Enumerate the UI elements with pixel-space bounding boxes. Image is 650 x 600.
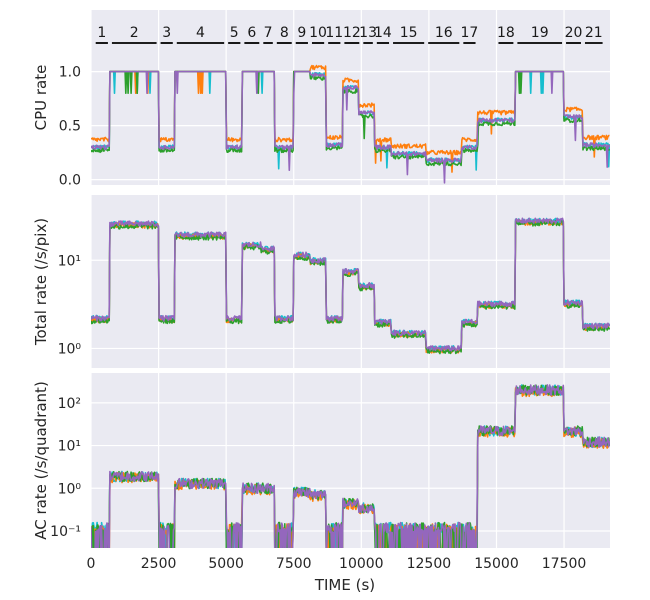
segment-label: 19 [531,25,549,41]
x-tick-label: 0 [87,556,96,572]
segment-label: 17 [461,25,479,41]
x-axis-label: TIME (s) [314,576,375,594]
y-axis-label: Total rate (/s/pix) [32,218,50,346]
segment-label: 6 [247,25,256,41]
y-tick-label: 10⁰ [58,481,82,497]
y-tick-label: 10¹ [58,439,81,455]
segment-label: 20 [565,25,583,41]
segment-label: 9 [297,25,306,41]
y-tick-label: 10² [58,396,81,412]
segment-label: 5 [230,25,239,41]
segment-label: 7 [264,25,273,41]
y-axis-label: AC rate (/s/quadrant) [32,381,50,540]
panel-total: 10⁰ 10¹ Total rate (/s/pix) [32,195,610,368]
x-tick-label: 10000 [339,556,384,572]
segment-label: 11 [325,25,343,41]
series-purple [91,217,610,352]
series-group [91,217,610,355]
y-tick-label: 10¹ [58,253,81,269]
segment-label: 15 [400,25,418,41]
x-tick-label: 15000 [474,556,519,572]
y-tick-label: 0.0 [59,173,81,189]
y-tick-label: 10⁻¹ [50,524,81,540]
segment-label: 3 [162,25,171,41]
segment-label: 4 [196,25,205,41]
x-tick-label: 5000 [208,556,244,572]
segment-label: 10 [309,25,327,41]
y-tick-label: 0.5 [59,119,81,135]
segment-label: 8 [280,25,289,41]
x-tick-label: 17500 [542,556,587,572]
segment-label: 14 [374,25,392,41]
x-tick-label: 2500 [141,556,177,572]
series-purple [91,384,610,548]
y-tick-label: 1.0 [59,65,81,81]
segment-label: 16 [435,25,453,41]
segment-label: 12 [343,25,361,41]
plot-background [91,10,610,185]
segment-label: 2 [130,25,139,41]
y-axis-label: CPU rate [32,65,50,131]
x-tick-label: 12500 [407,556,452,572]
segment-label: 13 [359,25,377,41]
x-tick-label: 7500 [276,556,312,572]
segment-label: 21 [585,25,603,41]
segment-label: 1 [97,25,106,41]
series-purple [91,70,610,184]
segment-label: 18 [497,25,515,41]
y-tick-label: 10⁰ [58,341,82,357]
series-group [91,384,610,548]
panel-ac: 10⁻¹ 10⁰ 10¹ 10² AC rate (/s/quadrant) 0 2500 5… [32,373,610,572]
series-group [91,64,610,184]
plot-background [91,373,610,548]
